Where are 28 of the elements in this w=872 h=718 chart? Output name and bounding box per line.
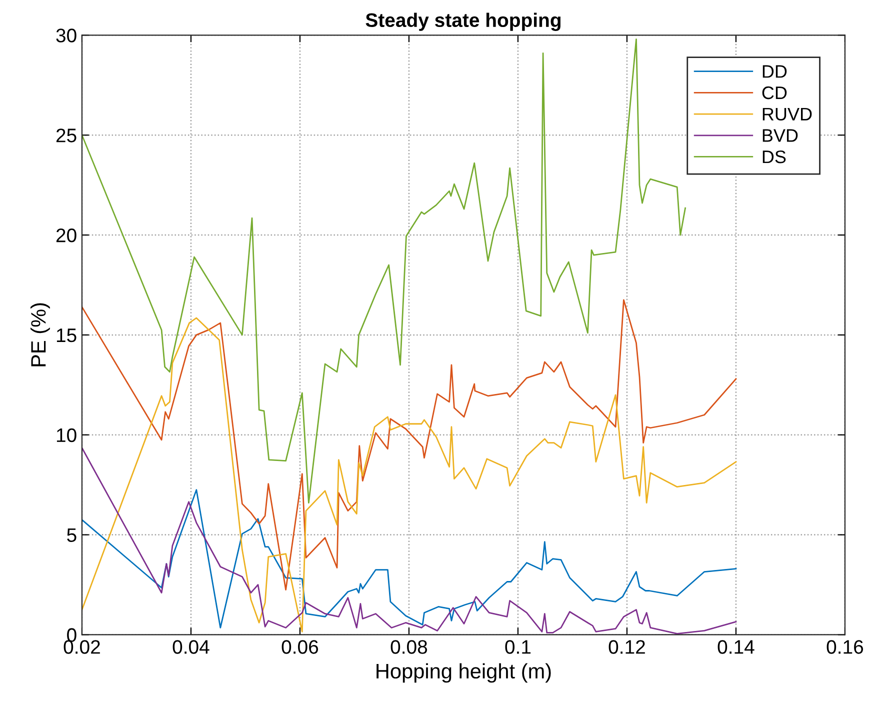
- legend-label: DS: [762, 150, 786, 164]
- y-tick-label: 10: [56, 428, 76, 442]
- x-tick-label: 0.14: [718, 640, 754, 654]
- x-tick-label: 0.06: [282, 640, 318, 654]
- x-tick-label: 0.16: [826, 640, 864, 654]
- x-tick-label: 0.04: [172, 640, 210, 654]
- chart-title: Steady state hopping: [366, 12, 560, 31]
- y-tick-label: 0: [67, 628, 76, 642]
- line-series: [82, 299, 737, 590]
- y-tick-label: 5: [67, 528, 76, 542]
- line-series: [82, 447, 737, 634]
- legend-label: DD: [762, 65, 787, 78]
- line-series: [82, 38, 686, 504]
- y-axis-title: PE (%): [30, 303, 50, 366]
- legend-label: CD: [762, 86, 787, 100]
- line-series: [82, 489, 737, 628]
- x-tick-label: 0.1: [505, 640, 531, 654]
- x-axis-title: Hopping height (m): [376, 663, 551, 683]
- legend-label: RUVD: [762, 108, 812, 121]
- y-tick-label: 30: [56, 28, 76, 42]
- y-tick-label: 20: [56, 228, 76, 242]
- x-tick-label: 0.12: [608, 640, 645, 654]
- x-tick-label: 0.08: [390, 640, 428, 654]
- y-tick-label: 15: [56, 328, 76, 342]
- line-series: [82, 317, 737, 632]
- legend-label: BVD: [762, 129, 798, 142]
- y-tick-label: 25: [56, 128, 76, 142]
- x-tick-label: 0.02: [64, 640, 100, 654]
